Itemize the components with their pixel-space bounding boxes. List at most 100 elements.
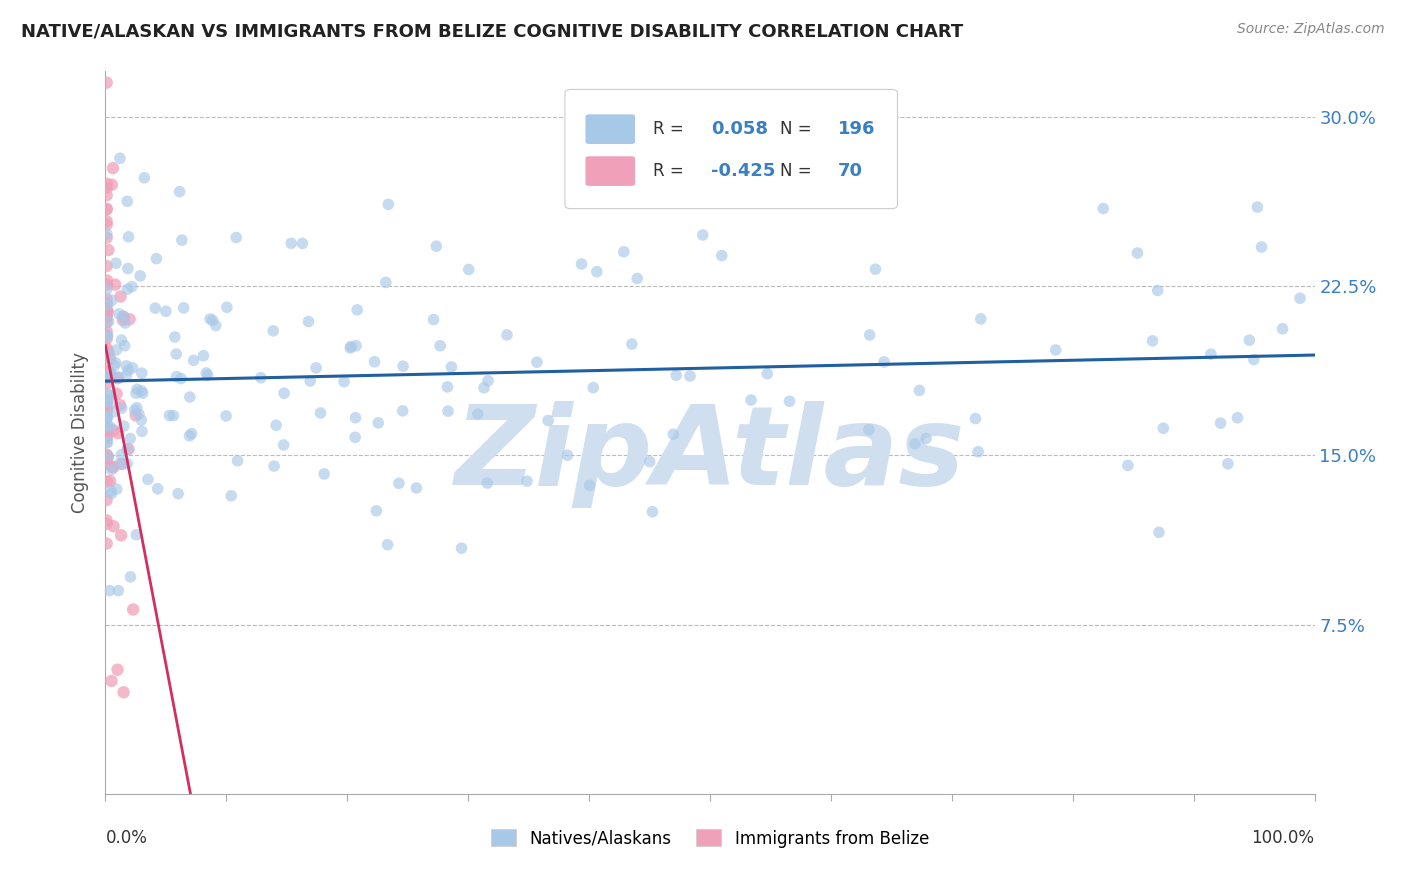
Point <box>422 312 444 326</box>
Point <box>437 404 460 418</box>
Point <box>436 380 458 394</box>
Point <box>117 282 139 296</box>
Point <box>96 392 118 407</box>
Point <box>134 170 156 185</box>
Point <box>1239 333 1261 347</box>
Point <box>710 248 733 262</box>
Point <box>367 416 389 430</box>
Point <box>264 418 287 433</box>
Point <box>97 344 120 359</box>
Point <box>98 583 121 598</box>
Point <box>96 412 118 426</box>
Point <box>1271 322 1294 336</box>
Point <box>967 444 990 458</box>
Point <box>526 355 548 369</box>
Point <box>96 188 118 202</box>
Point <box>120 432 142 446</box>
Point <box>131 425 153 439</box>
Point <box>108 307 131 321</box>
Point <box>96 315 118 329</box>
Point <box>170 233 193 247</box>
Point <box>1045 343 1067 357</box>
Point <box>865 262 887 277</box>
Point <box>108 457 131 471</box>
Point <box>263 458 285 473</box>
Point <box>96 435 118 450</box>
Point <box>204 318 226 333</box>
Point <box>1216 457 1239 471</box>
Point <box>121 360 143 375</box>
Point <box>250 370 273 384</box>
Point <box>1092 202 1115 216</box>
Point <box>641 505 664 519</box>
Point <box>180 426 202 441</box>
Point <box>96 283 118 297</box>
Point <box>155 304 177 318</box>
Point <box>873 355 896 369</box>
Point <box>96 292 118 306</box>
Point <box>467 407 489 421</box>
Point <box>117 363 139 377</box>
Point <box>96 259 118 273</box>
Text: N =: N = <box>780 120 817 138</box>
Point <box>226 454 249 468</box>
Text: 100.0%: 100.0% <box>1251 829 1315 847</box>
Point <box>388 476 411 491</box>
Point <box>96 411 118 425</box>
Y-axis label: Cognitive Disability: Cognitive Disability <box>72 352 90 513</box>
Point <box>101 293 124 308</box>
Point <box>339 341 361 355</box>
Point <box>104 256 127 270</box>
Point <box>100 367 122 381</box>
Point <box>391 404 413 418</box>
Point <box>96 298 118 312</box>
Point <box>333 375 356 389</box>
Point <box>96 516 118 531</box>
Point <box>111 457 134 471</box>
Point <box>96 432 118 446</box>
Point <box>96 325 118 339</box>
Point <box>1209 416 1232 430</box>
Point <box>125 401 148 415</box>
Point <box>297 314 319 328</box>
Point <box>96 304 118 318</box>
Point <box>96 328 118 343</box>
Point <box>167 486 190 500</box>
Point <box>201 313 224 327</box>
Point <box>1246 200 1268 214</box>
Point <box>273 386 295 401</box>
Point <box>131 366 153 380</box>
Point <box>107 663 129 677</box>
Point <box>779 394 801 409</box>
Point <box>908 384 931 398</box>
Point <box>103 423 125 437</box>
Point <box>132 386 155 401</box>
Point <box>291 236 314 251</box>
Point <box>557 448 579 462</box>
Point <box>377 538 399 552</box>
Point <box>165 347 187 361</box>
Point <box>108 398 131 412</box>
Point <box>280 236 302 251</box>
Point <box>146 482 169 496</box>
FancyBboxPatch shape <box>565 89 897 209</box>
Point <box>1147 525 1170 540</box>
Point <box>110 333 132 347</box>
Point <box>96 429 118 443</box>
Point <box>127 382 149 396</box>
Point <box>96 365 118 379</box>
Point <box>425 239 447 253</box>
Point <box>96 180 118 194</box>
Point <box>122 602 145 616</box>
Point <box>129 268 152 283</box>
Point <box>970 312 993 326</box>
Point <box>193 349 215 363</box>
Point <box>162 409 184 423</box>
Point <box>96 310 118 324</box>
Point <box>1250 240 1272 254</box>
Point <box>100 371 122 385</box>
Point <box>96 394 118 409</box>
Point <box>97 418 120 433</box>
Point <box>344 430 367 444</box>
Text: Source: ZipAtlas.com: Source: ZipAtlas.com <box>1237 22 1385 37</box>
